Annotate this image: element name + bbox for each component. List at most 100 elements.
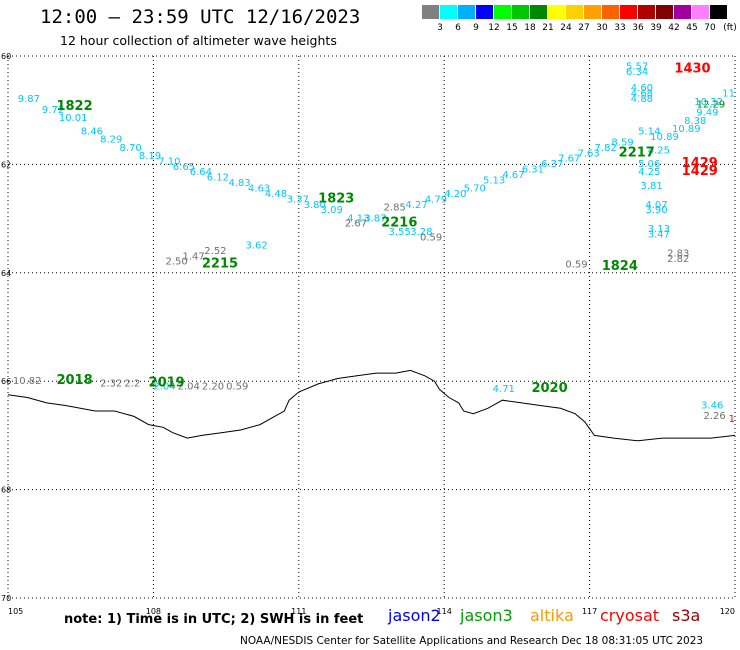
legend-swatch (620, 5, 638, 19)
legend-label: 3 (437, 23, 443, 33)
pass-time-label: 1430 (674, 61, 710, 76)
wave-height-label: 6.34 (626, 67, 648, 78)
legend-label: 39 (650, 23, 662, 33)
wave-height-label: 10.89 (650, 132, 679, 143)
legend-label: 42 (668, 23, 680, 33)
wave-height-label: 8.59 (611, 137, 633, 148)
wave-height-label: 5.57 (626, 62, 648, 73)
wave-height-label: 6.37 (541, 159, 563, 170)
wave-height-label: 10.32 (694, 97, 723, 108)
wave-height-label: 4.07 (645, 200, 667, 211)
wave-height-label: 8.46 (81, 127, 103, 138)
satellite-jason2: jason2 (388, 606, 441, 625)
legend-swatch (512, 5, 530, 19)
wave-height-label: 2.32 (100, 379, 122, 390)
wave-height-label: 2.04 (153, 381, 175, 392)
wave-height-label: 5.06 (638, 159, 660, 170)
lat-tick-label: 68 (1, 486, 11, 495)
pass-time-label: 2020 (531, 381, 567, 396)
wave-height-label: 0.59 (565, 259, 587, 270)
legend-label: 36 (632, 23, 644, 33)
pass-time-label: 1823 (318, 191, 354, 206)
wave-height-label: 1 (729, 414, 735, 425)
wave-height-label: 5.14 (638, 127, 660, 138)
wave-height-label: 6.12 (207, 173, 229, 184)
legend-swatch (674, 5, 692, 19)
wave-height-label: 2.82 (667, 254, 689, 265)
legend-swatch (494, 5, 512, 19)
wave-height-label: 9.87 (18, 94, 40, 105)
wave-height-label: 2.2 (124, 379, 140, 390)
legend-label: 27 (578, 23, 590, 33)
legend-swatch (440, 5, 458, 19)
wave-height-label: 2.20 (202, 381, 224, 392)
wave-height-label: 3.09 (321, 205, 343, 216)
satellite-altika: altika (530, 606, 574, 625)
wave-height-label: 4.79 (425, 194, 447, 205)
wave-height-label: 7.67 (558, 154, 580, 165)
wave-height-label: 3.37 (287, 194, 309, 205)
pass-time-label: 2216 (381, 216, 417, 231)
wave-height-label: 3.87 (364, 213, 386, 224)
satellite-cryosat: cryosat (600, 606, 660, 625)
map-title: 12:00 – 23:59 UTC 12/16/2023 (40, 6, 361, 28)
wave-height-label: 10.89 (672, 124, 701, 135)
wave-height-label: 9.72 (42, 105, 64, 116)
legend-swatch (566, 5, 584, 19)
wave-height-label: 3.80 (304, 200, 326, 211)
legend-swatch (638, 5, 656, 19)
legend-swatch (458, 5, 476, 19)
wave-height-label: 10.82 (13, 376, 42, 387)
wave-height-label: 4.60 (631, 83, 653, 94)
legend-swatch (710, 5, 728, 19)
legend-swatch (584, 5, 602, 19)
satellite-s3a: s3a (672, 606, 701, 625)
wave-height-label: 3.90 (645, 205, 667, 216)
wave-height-label: 6.64 (190, 167, 212, 178)
wave-height-label: 0.59 (226, 381, 248, 392)
legend-label: 12 (488, 23, 500, 33)
pass-time-label: 1429 (682, 164, 718, 179)
lat-tick-label: 64 (1, 269, 11, 278)
wave-height-label: 8.38 (684, 116, 706, 127)
wave-height-label: 3.62 (245, 240, 267, 251)
wave-height-label: 8.19 (139, 151, 161, 162)
wave-height-label: 4.68 (631, 89, 653, 100)
wave-height-label: 2.04 (178, 381, 200, 392)
pass-time-label: 2217 (619, 145, 655, 160)
lon-tick-label: 120 (720, 607, 735, 616)
satellite-jason3: jason3 (460, 606, 513, 625)
legend-label: 70 (704, 23, 716, 33)
wave-height-label: 4.71 (493, 384, 515, 395)
pass-time-label: 1824 (602, 259, 638, 274)
legend-label: 18 (524, 23, 536, 33)
wave-height-label: 8.29 (100, 135, 122, 146)
wave-height-label: 2.83 (667, 249, 689, 260)
map-subtitle: 12 hour collection of altimeter wave hei… (60, 33, 337, 48)
wave-height-label: 12.29 (697, 99, 726, 110)
wave-height-label: 5.13 (483, 175, 505, 186)
wave-height-label: 4.48 (265, 189, 287, 200)
lat-tick-label: 70 (1, 594, 11, 603)
lon-tick-label: 105 (8, 607, 23, 616)
lat-tick-label: 62 (1, 160, 11, 169)
legend-swatch (692, 5, 710, 19)
wave-height-label: 4.25 (648, 146, 670, 157)
pass-time-label: 1429 (682, 156, 718, 171)
wave-height-label: 11 (722, 89, 735, 100)
wave-height-label: 3.81 (640, 181, 662, 192)
legend-label: 9 (473, 23, 479, 33)
wave-height-label: 8.70 (119, 143, 141, 154)
legend-label: 33 (614, 23, 626, 33)
legend-swatch (422, 5, 440, 19)
legend-label: 45 (686, 23, 698, 33)
wave-height-label: 3.47 (648, 230, 670, 241)
wave-height-label: 2.67 (345, 219, 367, 230)
lat-tick-label: 66 (1, 377, 11, 386)
legend-swatch (602, 5, 620, 19)
wave-height-label: 7.82 (594, 143, 616, 154)
wave-height-label: 4.13 (347, 213, 369, 224)
legend-swatch (530, 5, 548, 19)
note-text: note: 1) Time is in UTC; 2) SWH is in fe… (64, 612, 364, 627)
legend-label: 21 (542, 23, 554, 33)
